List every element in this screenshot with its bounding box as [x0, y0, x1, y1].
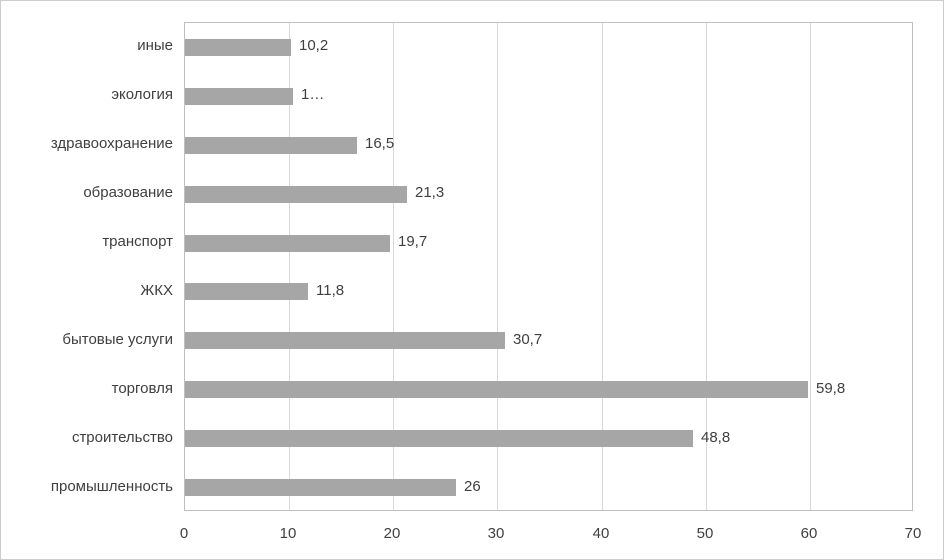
- category-label-9: строительство: [71, 429, 173, 446]
- value-label-7: 30,7: [513, 331, 543, 348]
- bar-3: [185, 137, 357, 154]
- x-tick-label-10: 10: [279, 525, 297, 542]
- category-label-4: образование: [83, 184, 173, 201]
- category-label-1: иные: [137, 37, 173, 54]
- value-label-9: 48,8: [701, 429, 731, 446]
- bar-9: [185, 430, 693, 447]
- category-label-5: транспорт: [102, 233, 173, 250]
- x-tick-label-30: 30: [487, 525, 505, 542]
- gridline-x-60: [810, 23, 811, 510]
- bar-6: [185, 283, 308, 300]
- value-label-3: 16,5: [365, 135, 395, 152]
- category-label-6: ЖКХ: [140, 282, 173, 299]
- bar-1: [185, 39, 291, 56]
- bar-2: [185, 88, 293, 105]
- bar-7: [185, 332, 505, 349]
- bar-8: [185, 381, 808, 398]
- bar-5: [185, 235, 390, 252]
- gridline-x-50: [706, 23, 707, 510]
- category-label-7: бытовые услуги: [62, 331, 173, 348]
- value-label-1: 10,2: [299, 37, 329, 54]
- value-label-8: 59,8: [816, 380, 846, 397]
- value-label-10: 26: [464, 478, 481, 495]
- value-label-2: 1…: [301, 86, 325, 103]
- category-label-8: торговля: [111, 380, 173, 397]
- x-tick-label-50: 50: [696, 525, 714, 542]
- x-tick-label-20: 20: [383, 525, 401, 542]
- category-label-2: экология: [111, 86, 173, 103]
- value-label-5: 19,7: [398, 233, 428, 250]
- gridline-x-10: [289, 23, 290, 510]
- value-label-4: 21,3: [415, 184, 445, 201]
- gridline-x-40: [602, 23, 603, 510]
- x-tick-label-70: 70: [904, 525, 922, 542]
- x-tick-label-60: 60: [800, 525, 818, 542]
- gridline-x-30: [497, 23, 498, 510]
- plot-area: [184, 22, 913, 511]
- value-label-6: 11,8: [316, 282, 345, 299]
- category-label-3: здравоохранение: [50, 135, 173, 152]
- category-label-10: промышленность: [50, 478, 173, 495]
- x-tick-label-0: 0: [179, 525, 189, 542]
- gridline-x-20: [393, 23, 394, 510]
- bar-4: [185, 186, 407, 203]
- bar-10: [185, 479, 456, 496]
- x-tick-label-40: 40: [592, 525, 610, 542]
